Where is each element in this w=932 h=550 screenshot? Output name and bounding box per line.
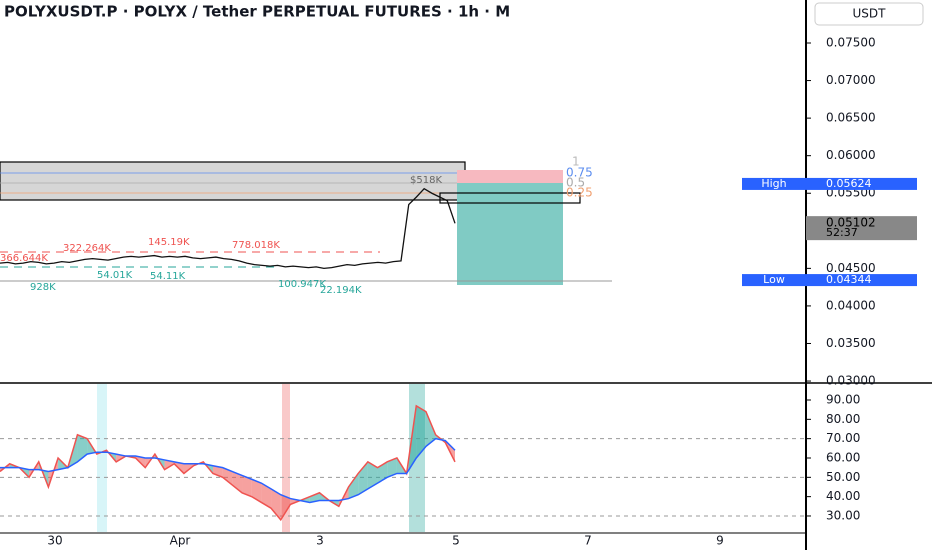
currency-button[interactable]: [814, 2, 924, 26]
currency: USDT: [853, 7, 887, 21]
time-label: Apr: [170, 534, 191, 548]
osc-fill: [222, 467, 233, 486]
osc-label: 90.00: [826, 393, 860, 407]
volume-label: 145.19K: [148, 237, 190, 248]
band: [97, 384, 107, 532]
osc-fill: [425, 411, 436, 447]
price-label: 0.04500: [826, 261, 876, 275]
badge: [806, 274, 917, 287]
osc-fill: [77, 434, 88, 462]
osc-label: 50.00: [826, 470, 860, 484]
price-label: 0.04000: [826, 298, 876, 312]
osc-fill: [271, 488, 281, 520]
oscillator-line: [0, 404, 456, 522]
badge-value: 0.04344: [826, 273, 872, 286]
osc-fill: [251, 479, 262, 503]
title: POLYXUSDT.P · POLYX / Tether PERPETUAL F…: [4, 3, 510, 21]
time-label: 3: [316, 534, 324, 548]
current-badge: [806, 216, 917, 241]
fib-label: 1: [572, 155, 580, 169]
badge-name: High: [761, 177, 786, 190]
osc-label: 80.00: [826, 412, 860, 426]
current-value: 0.05102: [826, 216, 876, 230]
osc-fill: [416, 405, 426, 458]
fib-label: 0.5: [566, 176, 585, 190]
osc-fill: [261, 483, 272, 509]
price-label: 0.06000: [826, 148, 876, 162]
osc-fill: [309, 492, 320, 503]
volume-label: 778.018K: [232, 240, 280, 251]
osc-fill: [348, 473, 359, 499]
price-label: 0.07500: [826, 36, 876, 50]
price-label: 0.03000: [826, 374, 876, 388]
volume-label: 54.11K: [150, 271, 186, 282]
volume-label: 54.01K: [97, 270, 133, 281]
badge-name: Low: [763, 273, 785, 286]
target-zone: [457, 183, 563, 285]
osc-label: 40.00: [826, 489, 860, 503]
zone: [0, 161, 466, 201]
osc-fill: [164, 459, 175, 470]
volume-label: 22.194K: [320, 285, 362, 296]
osc-label: 60.00: [826, 450, 860, 464]
osc-fill: [242, 475, 252, 497]
price-label: 0.06500: [826, 111, 876, 125]
volume-label: 100.947K: [278, 279, 326, 290]
band: [282, 384, 290, 532]
time-label: 9: [716, 534, 724, 548]
osc-fill: [387, 457, 397, 478]
time-label: 7: [584, 534, 592, 548]
ma-line: [0, 437, 456, 504]
osc-fill: [358, 461, 368, 495]
osc-label: 30.00: [826, 508, 860, 522]
volume-label: 322.264K: [63, 243, 111, 254]
fib-label: 0.25: [566, 186, 593, 200]
fib-label: 0.75: [566, 166, 593, 180]
osc-fill: [367, 461, 378, 489]
zone: [439, 192, 581, 204]
volume-label: $518K: [410, 175, 442, 186]
countdown: 52:37: [826, 226, 858, 239]
dynamic: 0.075000.070000.065000.060000.055000.045…: [0, 36, 917, 548]
price-line: [0, 187, 456, 270]
time-label: 30: [47, 534, 62, 548]
price-label: 0.03500: [826, 336, 876, 350]
osc-label: 70.00: [826, 431, 860, 445]
price-label: 0.07000: [826, 73, 876, 87]
osc-fill: [232, 471, 243, 493]
stop-zone: [457, 170, 563, 183]
badge: [742, 274, 806, 287]
time-label: 5: [452, 534, 460, 548]
badge: [806, 177, 917, 190]
badge-value: 0.05624: [826, 177, 872, 190]
volume-label: 928K: [30, 282, 56, 293]
badge: [742, 177, 806, 190]
osc-fill: [280, 494, 291, 520]
osc-fill: [377, 461, 388, 484]
volume-label: 366.644K: [0, 253, 48, 264]
